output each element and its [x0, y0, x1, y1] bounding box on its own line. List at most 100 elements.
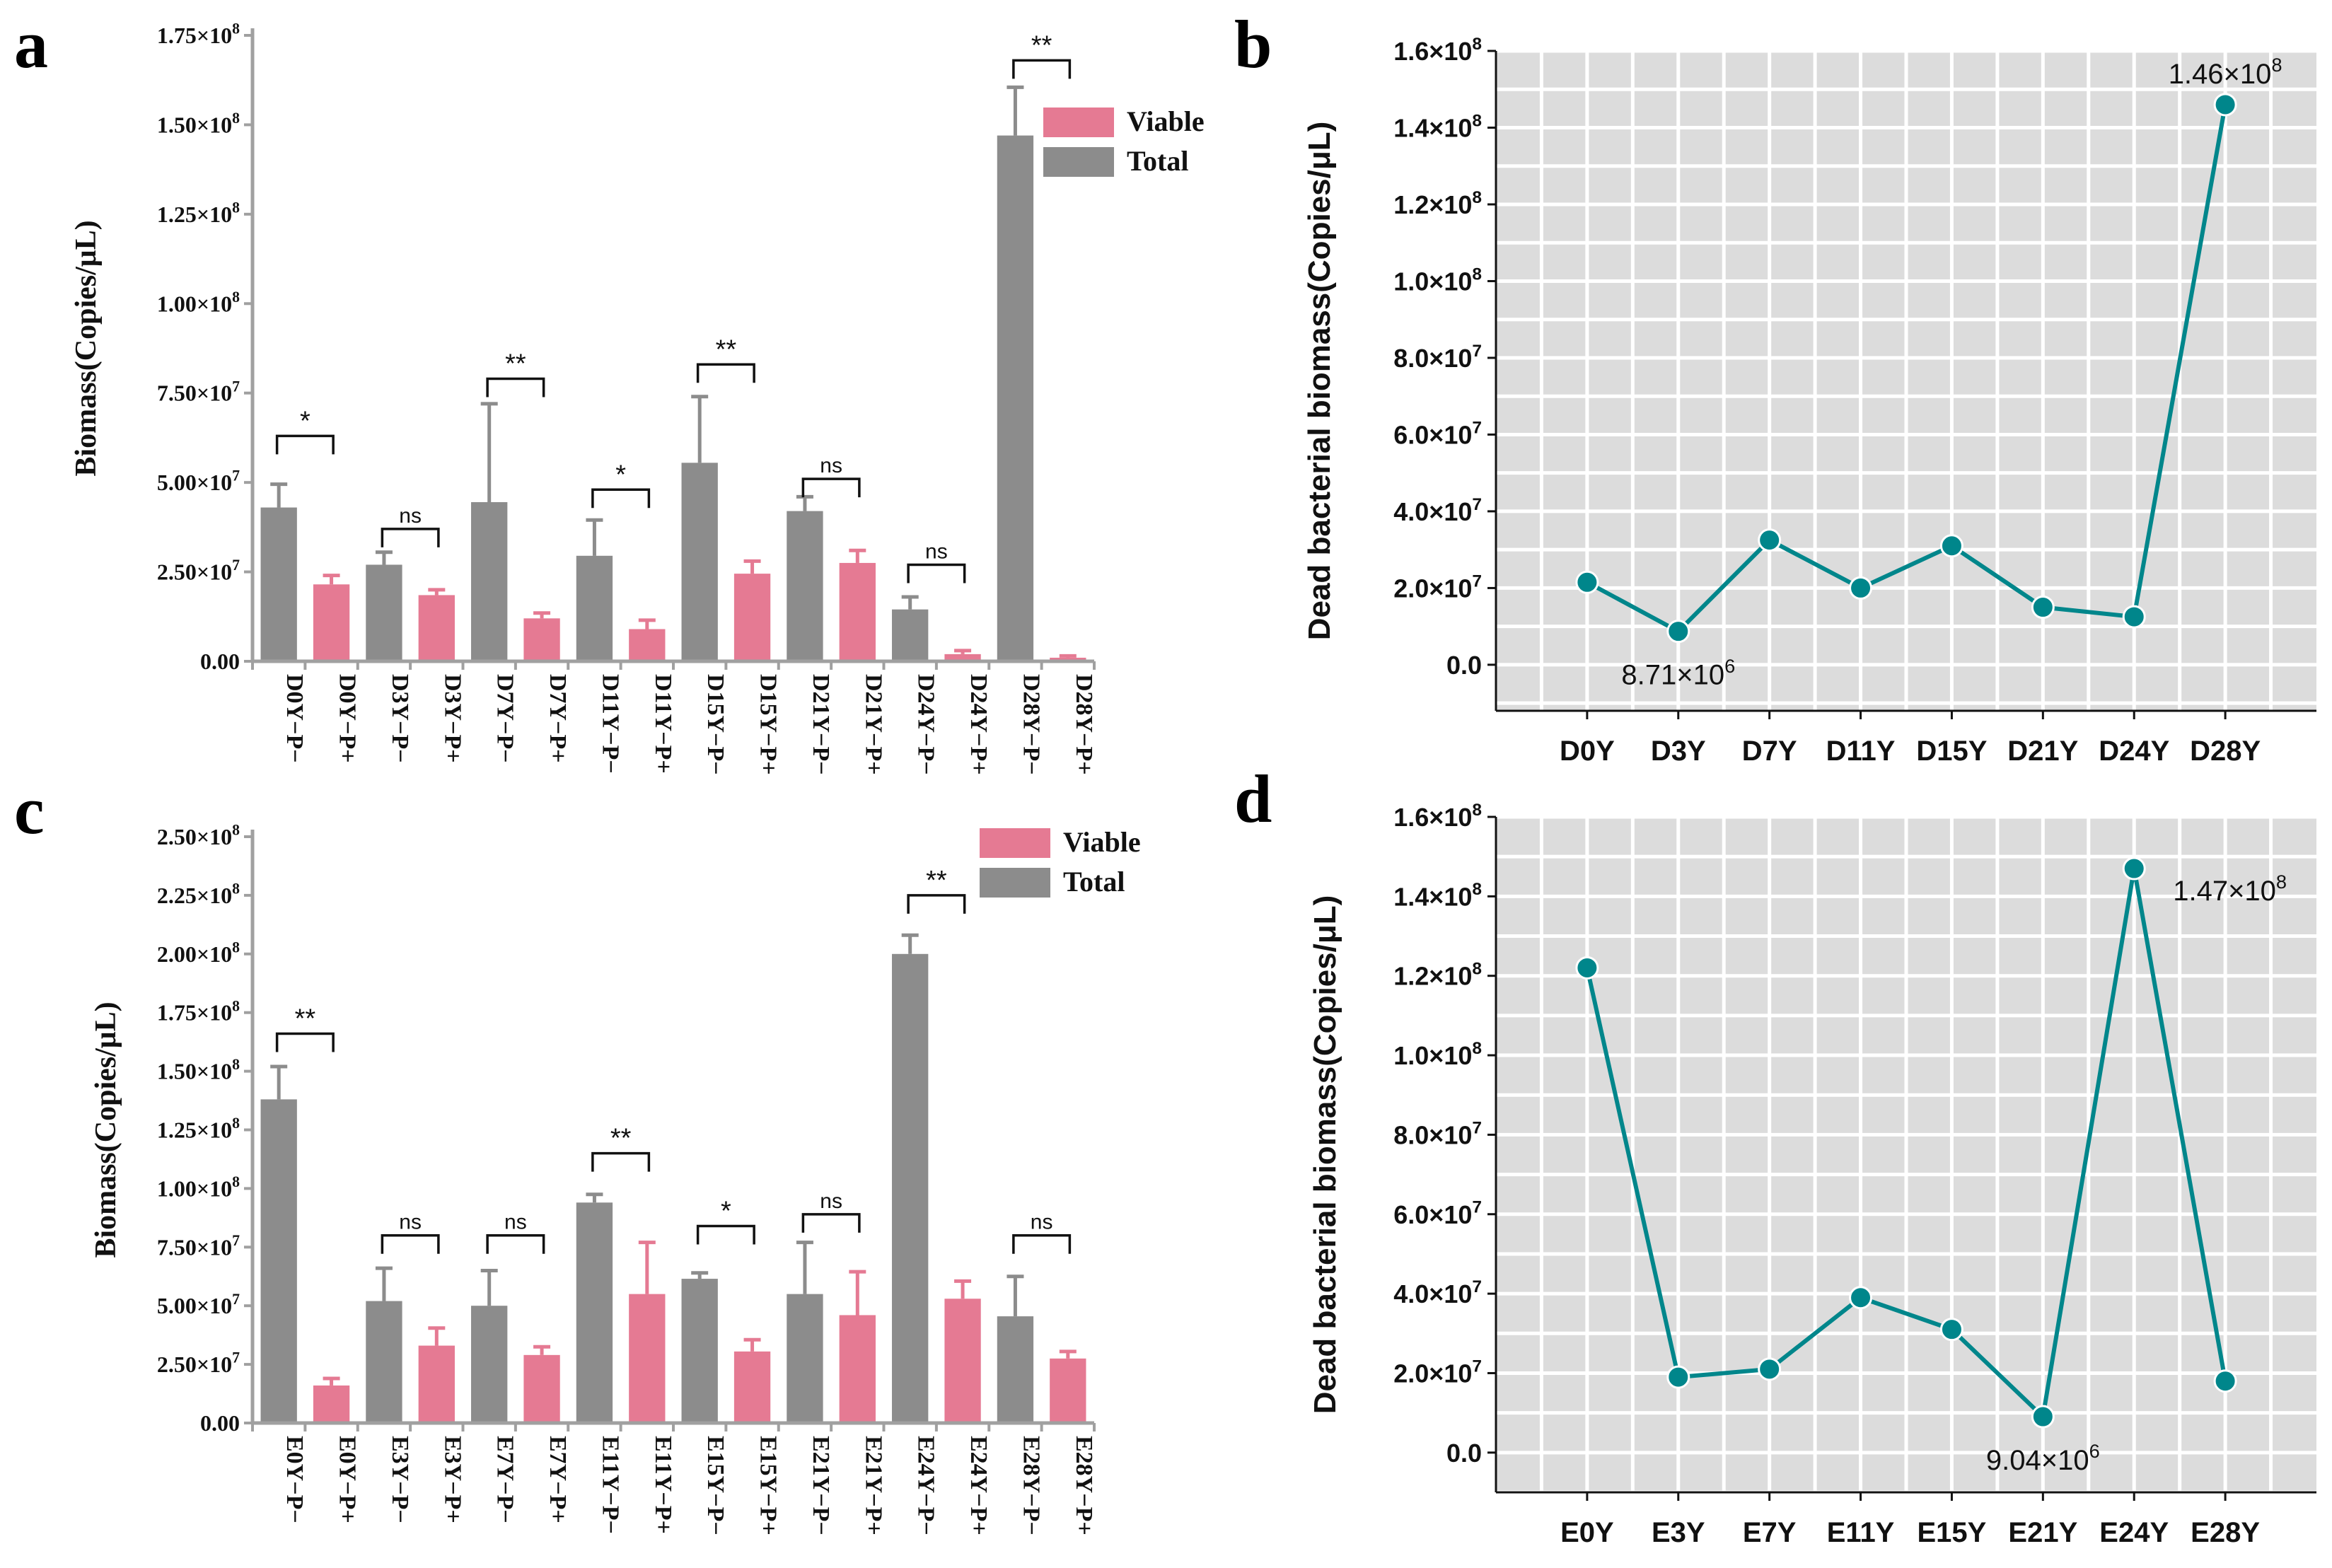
significance-label: ns: [820, 1190, 842, 1213]
data-annotation: 1.47×108: [2173, 871, 2287, 907]
series-line: [1584, 868, 2228, 1422]
x-tick-label: D28Y−P+: [1071, 674, 1097, 775]
y-tick-label: 0.00: [200, 649, 240, 674]
y-tick-label: 1.25×108: [157, 1115, 240, 1142]
legend-swatch-total: [980, 868, 1050, 898]
significance-label: ns: [399, 504, 422, 528]
bar-D0Y−P+: [313, 584, 350, 661]
y-tick-label: 1.4×108: [1393, 880, 1482, 911]
x-tick-label: E11Y−P−: [597, 1436, 623, 1534]
bar-D7Y−P−: [471, 501, 508, 661]
x-tick-label: E3Y−P−: [387, 1436, 413, 1523]
data-annotation: 9.04×106: [1986, 1440, 2100, 1476]
significance-label: **: [1031, 30, 1052, 60]
x-tick-label: D11Y: [1826, 736, 1896, 767]
y-tick-label: 2.0×107: [1393, 1357, 1482, 1388]
panel-label-d: d: [1234, 761, 1272, 837]
data-point-D28Y: [2213, 93, 2237, 117]
x-tick-label: D3Y−P−: [387, 674, 413, 763]
y-tick-label: 5.00×107: [157, 1291, 240, 1318]
bar-E0Y−P+: [313, 1385, 350, 1423]
legend-label-total: Total: [1127, 145, 1188, 177]
significance-label: ns: [1031, 1211, 1053, 1234]
x-tick-label: D0Y−P−: [282, 674, 308, 763]
y-tick-label: 1.2×108: [1393, 960, 1482, 991]
line-chart-b: 0.0 2.0×107 4.0×107 6.0×107 8.0×107 1.0×108 1.…: [1302, 35, 2316, 767]
x-tick-label: E15Y−P−: [702, 1436, 729, 1535]
bar-D7Y−P+: [523, 618, 560, 661]
x-tick-label: D21Y−P+: [860, 674, 886, 775]
significance-label: *: [721, 1196, 731, 1226]
x-tick-label: D11Y−P−: [597, 674, 623, 774]
y-tick-label: 4.0×107: [1393, 495, 1482, 526]
bar-chart-c: E0Y−P− E0Y−P+ E3Y−P− E3Y−P+ E7Y−P− E7Y−P+ E11Y…: [90, 822, 1141, 1535]
bar-D0Y−P−: [260, 507, 297, 661]
significance-bracket: [696, 363, 755, 383]
significance-label: *: [615, 460, 626, 489]
x-tick-label: D3Y: [1651, 736, 1706, 767]
x-tick-label: D28Y−P−: [1018, 674, 1044, 775]
data-point-D11Y: [1849, 576, 1873, 600]
legend-swatch-total: [1043, 147, 1114, 177]
y-tick-label: 2.50×108: [157, 822, 240, 849]
x-tick-label: E28Y−P+: [1071, 1436, 1097, 1535]
x-tick-label: E15Y−P+: [755, 1436, 782, 1535]
bar-D15Y−P−: [681, 463, 718, 661]
y-axis-label: Biomass(Copies/μL): [90, 1001, 122, 1258]
panel-label-a: a: [14, 6, 48, 82]
significance-label: **: [505, 349, 526, 378]
bar-E15Y−P+: [733, 1351, 771, 1423]
significance-label: ns: [820, 454, 842, 477]
bar-E28Y−P−: [997, 1316, 1034, 1423]
x-tick-label: E21Y: [2008, 1517, 2077, 1548]
data-annotation: 8.71×106: [1621, 655, 1735, 691]
x-tick-label: E0Y−P+: [335, 1436, 361, 1523]
x-tick-label: D21Y−P−: [808, 674, 834, 775]
x-tick-label: D0Y−P+: [335, 674, 361, 763]
y-tick-label: 8.0×107: [1393, 1118, 1482, 1149]
x-tick-label: D15Y−P+: [755, 674, 782, 775]
significance-label: **: [926, 866, 947, 895]
x-tick-label: E11Y: [1827, 1517, 1895, 1548]
significance-bracket: [486, 377, 545, 397]
x-tick-label: D15Y−P−: [702, 674, 729, 775]
significance-bracket: [907, 563, 966, 583]
x-tick-label: D7Y−P−: [492, 674, 518, 763]
y-tick-label: 1.00×108: [157, 289, 240, 316]
x-tick-label: E28Y−P−: [1018, 1436, 1044, 1535]
significance-bracket: [275, 434, 335, 455]
x-tick-label: E11Y−P+: [650, 1436, 676, 1534]
y-tick-label: 2.50×107: [157, 557, 240, 584]
data-point-D21Y: [2031, 596, 2055, 620]
x-tick-label: D24Y−P−: [913, 674, 939, 775]
x-tick-label: D3Y−P+: [439, 674, 465, 763]
significance-bracket: [1012, 1233, 1072, 1254]
y-tick-label: 6.0×107: [1393, 1198, 1482, 1229]
bar-D11Y−P+: [629, 629, 666, 661]
x-tick-label: E24Y: [2099, 1517, 2169, 1548]
y-tick-label: 1.75×108: [157, 997, 240, 1025]
y-tick-label: 8.0×107: [1393, 342, 1482, 373]
significance-bracket: [486, 1233, 545, 1254]
y-tick-label: 1.50×108: [157, 110, 240, 137]
y-tick-label: 1.00×108: [157, 1173, 240, 1201]
bar-E7Y−P−: [471, 1306, 508, 1423]
y-tick-label: 2.0×107: [1393, 571, 1482, 603]
y-tick-label: 0.0: [1446, 651, 1482, 680]
significance-label: ns: [504, 1211, 527, 1234]
x-tick-label: D11Y−P+: [650, 674, 676, 774]
data-point-E28Y: [2213, 1369, 2237, 1393]
x-tick-label: D7Y: [1742, 736, 1797, 767]
y-tick-label: 1.25×108: [157, 199, 240, 226]
data-annotation: 1.46×108: [2169, 54, 2282, 90]
data-point-E21Y: [2031, 1405, 2055, 1429]
bar-D21Y−P+: [839, 562, 876, 661]
panel-label-c: c: [14, 772, 45, 848]
y-axis-label: Dead bacterial biomass(Copies/μL): [1302, 122, 1337, 641]
x-tick-label: E0Y−P−: [282, 1436, 308, 1523]
y-tick-label: 2.25×108: [157, 880, 240, 907]
significance-bracket: [907, 894, 966, 914]
line-chart-d: 0.0 2.0×107 4.0×107 6.0×107 8.0×107 1.0×108 1.…: [1308, 801, 2316, 1548]
bar-E21Y−P+: [839, 1315, 876, 1423]
